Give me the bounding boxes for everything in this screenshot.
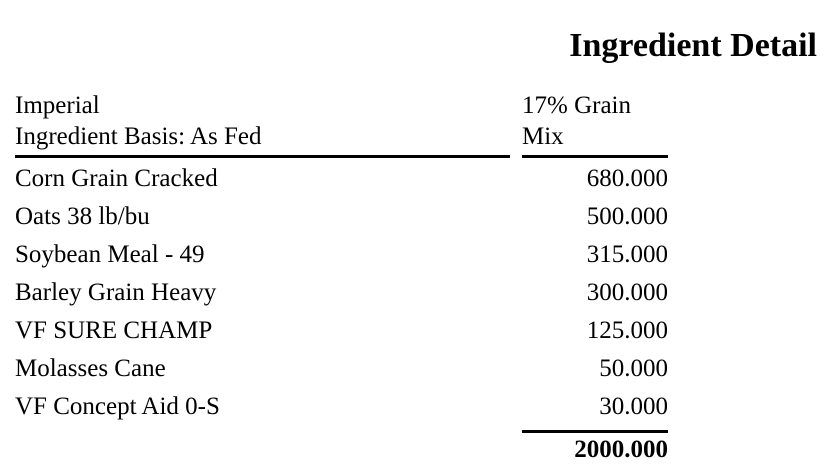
ingredient-name: VF SURE CHAMP <box>15 317 213 344</box>
ingredient-amount: 680.000 <box>586 165 668 192</box>
table-row: Oats 38 lb/bu 500.000 <box>15 198 668 236</box>
table-row: Corn Grain Cracked 680.000 <box>15 160 668 198</box>
ingredient-name: Corn Grain Cracked <box>15 165 218 192</box>
table-row: VF Concept Aid 0-S 30.000 <box>15 388 668 426</box>
ingredient-name: Oats 38 lb/bu <box>15 203 150 230</box>
table-row: Barley Grain Heavy 300.000 <box>15 274 668 312</box>
mix-name-line2: Mix <box>522 123 564 150</box>
ingredient-name: Barley Grain Heavy <box>15 279 217 306</box>
mix-column-header: 17% Grain Mix <box>522 90 668 152</box>
ingredient-amount: 30.000 <box>599 393 668 420</box>
header-rule-left <box>15 155 510 158</box>
table-row: VF SURE CHAMP 125.000 <box>15 312 668 350</box>
mix-name-line1: 17% Grain <box>522 92 631 119</box>
ingredient-name: VF Concept Aid 0-S <box>15 393 220 420</box>
total-rule <box>522 430 668 433</box>
ingredient-amount: 500.000 <box>586 203 668 230</box>
table-row: Soybean Meal - 49 315.000 <box>15 236 668 274</box>
units-basis-header: Imperial Ingredient Basis: As Fed <box>15 90 510 152</box>
ingredient-amount: 50.000 <box>599 355 668 382</box>
ingredient-name: Molasses Cane <box>15 355 166 382</box>
header-rule-right <box>522 155 668 158</box>
units-label: Imperial <box>15 92 100 119</box>
ingredient-name: Soybean Meal - 49 <box>15 241 205 268</box>
table-row: Molasses Cane 50.000 <box>15 350 668 388</box>
ingredient-amount: 125.000 <box>586 317 668 344</box>
page-title: Ingredient Detail <box>569 27 817 64</box>
total-amount: 2000.000 <box>574 436 668 463</box>
ingredient-amount: 300.000 <box>586 279 668 306</box>
ingredient-amount: 315.000 <box>586 241 668 268</box>
ingredient-basis-label: Ingredient Basis: As Fed <box>15 123 262 150</box>
